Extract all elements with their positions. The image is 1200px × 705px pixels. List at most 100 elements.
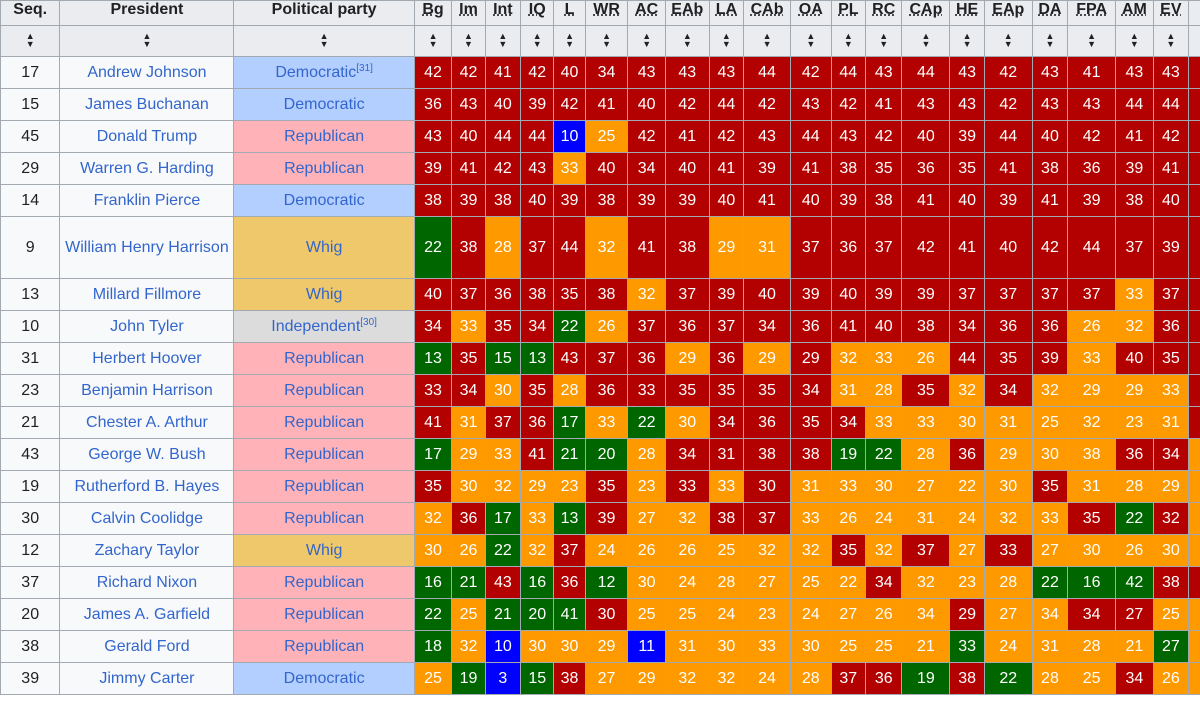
party-name[interactable]: Republican bbox=[284, 509, 365, 527]
party-name[interactable]: Republican bbox=[284, 445, 365, 463]
party-cell[interactable]: Democratic[31] bbox=[233, 56, 415, 89]
president-link[interactable]: Richard Nixon bbox=[59, 566, 235, 599]
president-link[interactable]: Benjamin Harrison bbox=[59, 374, 235, 407]
party-cell[interactable]: Republican bbox=[233, 470, 415, 503]
header-criterion-im[interactable]: Im bbox=[451, 0, 486, 26]
sort-button[interactable]: ▲▼ bbox=[1115, 25, 1154, 57]
sort-button[interactable]: ▲▼ bbox=[0, 25, 61, 57]
president-link[interactable]: George W. Bush bbox=[59, 438, 235, 471]
president-link[interactable]: Chester A. Arthur bbox=[59, 406, 235, 439]
party-name[interactable]: Republican bbox=[284, 477, 365, 495]
president-link[interactable]: Calvin Coolidge bbox=[59, 502, 235, 535]
president-link[interactable]: Zachary Taylor bbox=[59, 534, 235, 567]
president-link[interactable]: John Tyler bbox=[59, 310, 235, 343]
party-cell[interactable]: Republican bbox=[233, 438, 415, 471]
party-name[interactable]: Democratic bbox=[275, 63, 357, 81]
header-criterion-da[interactable]: DA bbox=[1031, 0, 1069, 26]
header-criterion-cap[interactable]: CAp bbox=[901, 0, 951, 26]
sort-button[interactable]: ▲▼ bbox=[983, 25, 1033, 57]
party-name[interactable]: Republican bbox=[284, 573, 365, 591]
party-name[interactable]: Republican bbox=[284, 349, 365, 367]
sort-button[interactable]: ▲▼ bbox=[1188, 25, 1200, 57]
sort-button[interactable]: ▲▼ bbox=[553, 25, 586, 57]
sort-button[interactable]: ▲▼ bbox=[484, 25, 522, 57]
sort-button[interactable]: ▲▼ bbox=[949, 25, 985, 57]
sort-button[interactable]: ▲▼ bbox=[830, 25, 867, 57]
party-name[interactable]: Republican bbox=[284, 605, 365, 623]
header-criterion-ac[interactable]: AC bbox=[627, 0, 666, 26]
party-cell[interactable]: Democratic bbox=[233, 88, 415, 121]
header-criterion-bg[interactable]: Bg bbox=[413, 0, 453, 26]
party-cell[interactable]: Democratic bbox=[233, 184, 415, 217]
sort-button[interactable]: ▲▼ bbox=[451, 25, 486, 57]
party-cell[interactable]: Whig bbox=[233, 534, 415, 567]
party-name[interactable]: Republican bbox=[284, 127, 365, 145]
sort-button[interactable]: ▲▼ bbox=[584, 25, 629, 57]
sort-button[interactable]: ▲▼ bbox=[864, 25, 903, 57]
header-criterion-iq[interactable]: IQ bbox=[520, 0, 555, 26]
header-criterion-la[interactable]: LA bbox=[708, 0, 745, 26]
party-cell[interactable]: Whig bbox=[233, 216, 415, 279]
header-criterion-rc[interactable]: RC bbox=[864, 0, 903, 26]
party-cell[interactable]: Independent[30] bbox=[233, 310, 415, 343]
party-cell[interactable]: Whig bbox=[233, 278, 415, 311]
party-name[interactable]: Democratic bbox=[283, 95, 365, 113]
header-criterion-wr[interactable]: WR bbox=[584, 0, 629, 26]
party-cell[interactable]: Democratic bbox=[233, 662, 415, 695]
header-criterion-oa[interactable]: OA bbox=[789, 0, 832, 26]
party-name[interactable]: Democratic bbox=[283, 669, 365, 687]
party-name[interactable]: Republican bbox=[284, 381, 365, 399]
party-name[interactable]: Democratic bbox=[283, 191, 365, 209]
president-link[interactable]: Franklin Pierce bbox=[59, 184, 235, 217]
sort-button[interactable]: ▲▼ bbox=[1152, 25, 1190, 57]
president-link[interactable]: Andrew Johnson bbox=[59, 56, 235, 89]
header-criterion-o[interactable]: O bbox=[1188, 0, 1200, 26]
sort-button[interactable]: ▲▼ bbox=[413, 25, 453, 57]
header-criterion-eab[interactable]: EAb bbox=[664, 0, 710, 26]
party-cell[interactable]: Republican bbox=[233, 374, 415, 407]
footnote-link[interactable]: [31] bbox=[356, 62, 373, 74]
party-cell[interactable]: Republican bbox=[233, 566, 415, 599]
header-criterion-cab[interactable]: CAb bbox=[743, 0, 791, 26]
sort-button[interactable]: ▲▼ bbox=[627, 25, 666, 57]
president-link[interactable]: William Henry Harrison bbox=[59, 216, 235, 279]
sort-button[interactable]: ▲▼ bbox=[1031, 25, 1069, 57]
president-link[interactable]: Millard Fillmore bbox=[59, 278, 235, 311]
party-cell[interactable]: Republican bbox=[233, 120, 415, 153]
sort-button[interactable]: ▲▼ bbox=[664, 25, 710, 57]
president-link[interactable]: Donald Trump bbox=[59, 120, 235, 153]
party-name[interactable]: Whig bbox=[305, 285, 343, 303]
president-link[interactable]: Rutherford B. Hayes bbox=[59, 470, 235, 503]
president-link[interactable]: Jimmy Carter bbox=[59, 662, 235, 695]
party-name[interactable]: Independent bbox=[271, 317, 361, 335]
party-cell[interactable]: Republican bbox=[233, 342, 415, 375]
party-cell[interactable]: Republican bbox=[233, 598, 415, 631]
president-link[interactable]: Herbert Hoover bbox=[59, 342, 235, 375]
sort-button[interactable]: ▲▼ bbox=[743, 25, 791, 57]
party-name[interactable]: Republican bbox=[284, 413, 365, 431]
header-criterion-am[interactable]: AM bbox=[1115, 0, 1154, 26]
sort-button[interactable]: ▲▼ bbox=[233, 25, 415, 57]
sort-button[interactable]: ▲▼ bbox=[1067, 25, 1117, 57]
sort-button[interactable]: ▲▼ bbox=[901, 25, 951, 57]
header-criterion-ev[interactable]: EV bbox=[1152, 0, 1190, 26]
header-criterion-he[interactable]: HE bbox=[949, 0, 985, 26]
header-criterion-int[interactable]: Int bbox=[484, 0, 522, 26]
header-criterion-fpa[interactable]: FPA bbox=[1067, 0, 1117, 26]
party-name[interactable]: Republican bbox=[284, 159, 365, 177]
sort-button[interactable]: ▲▼ bbox=[59, 25, 235, 57]
party-name[interactable]: Whig bbox=[305, 238, 343, 256]
president-link[interactable]: James Buchanan bbox=[59, 88, 235, 121]
party-cell[interactable]: Republican bbox=[233, 152, 415, 185]
header-criterion-l[interactable]: L bbox=[553, 0, 586, 26]
header-criterion-pl[interactable]: PL bbox=[830, 0, 867, 26]
president-link[interactable]: James A. Garfield bbox=[59, 598, 235, 631]
sort-button[interactable]: ▲▼ bbox=[708, 25, 745, 57]
party-name[interactable]: Whig bbox=[305, 541, 343, 559]
party-cell[interactable]: Republican bbox=[233, 406, 415, 439]
party-cell[interactable]: Republican bbox=[233, 630, 415, 663]
sort-button[interactable]: ▲▼ bbox=[520, 25, 555, 57]
party-name[interactable]: Republican bbox=[284, 637, 365, 655]
sort-button[interactable]: ▲▼ bbox=[789, 25, 832, 57]
president-link[interactable]: Gerald Ford bbox=[59, 630, 235, 663]
